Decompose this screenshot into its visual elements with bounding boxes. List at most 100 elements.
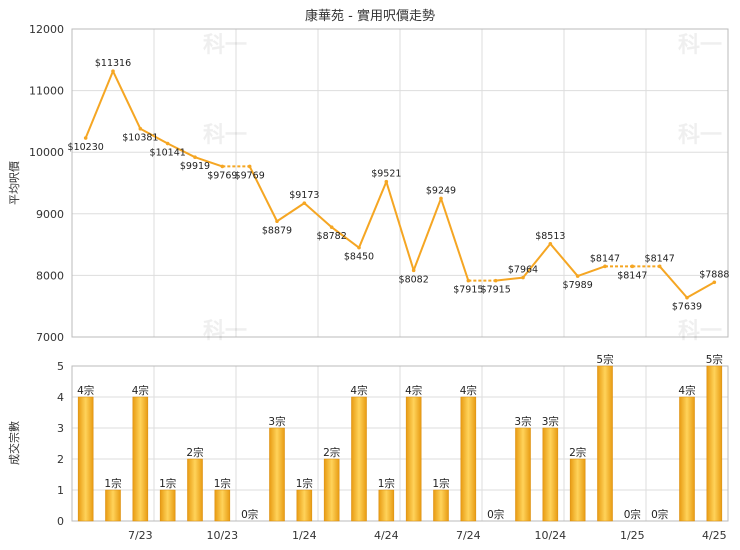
- price-line-segment: [358, 181, 388, 249]
- price-line-segment: [549, 243, 579, 277]
- count-bar: [569, 458, 586, 522]
- count-bar-label: 3宗: [514, 415, 531, 428]
- price-point-label: $9521: [371, 169, 401, 180]
- price-line-segment: [167, 142, 196, 159]
- price-line-segment: [248, 165, 278, 222]
- price-tick-label: 9000: [36, 208, 64, 221]
- count-bar: [515, 427, 531, 522]
- count-bar: [77, 396, 94, 522]
- x-tick-label: 7/24: [456, 529, 481, 542]
- price-plot-frame: [71, 28, 729, 338]
- price-line-segment: [577, 265, 606, 278]
- x-tick-label: 10/24: [534, 529, 566, 542]
- price-point-label: $9173: [289, 190, 319, 201]
- price-point-label: $8782: [317, 231, 347, 242]
- price-line-segment: [440, 198, 470, 281]
- price-point-label: $8450: [344, 252, 374, 263]
- count-bar-label: 2宗: [323, 446, 340, 459]
- x-tick-label: 7/23: [128, 529, 153, 542]
- price-point: [712, 280, 717, 285]
- count-bar: [542, 427, 559, 522]
- count-bar: [323, 458, 340, 522]
- price-line-segment: [412, 198, 442, 271]
- price-point-label: $8082: [399, 274, 429, 285]
- price-point: [521, 275, 525, 280]
- price-line-segment: [112, 70, 142, 130]
- price-point: [193, 155, 197, 159]
- price-point-label: $8513: [535, 231, 565, 242]
- price-line-segment: [139, 127, 169, 145]
- x-tick-label: 4/25: [702, 529, 727, 542]
- price-point-label: $8147: [617, 270, 647, 281]
- count-bars: 4宗 1宗 4宗 1宗 2宗 1宗 0宗 3宗 1宗 2宗 4宗 1宗 4宗 1宗 4宗 0宗 3宗 3宗 2宗 5宗…: [77, 353, 723, 522]
- count-bar-label: 3宗: [268, 415, 285, 428]
- count-bar-label: 4宗: [132, 384, 149, 397]
- price-point: [302, 201, 307, 205]
- price-point: [275, 219, 279, 224]
- price-point: [630, 264, 635, 269]
- price-point-label: $7915: [453, 285, 483, 296]
- price-line-segment: [303, 202, 333, 228]
- price-line-segment: [194, 156, 223, 168]
- price-point-label: $7989: [563, 280, 593, 291]
- price-point: [493, 278, 498, 283]
- x-tick-label: 1/24: [292, 529, 317, 542]
- count-axis-title: 成交宗數: [7, 421, 21, 465]
- price-tick-label: 7000: [36, 331, 64, 344]
- price-point: [111, 69, 115, 73]
- price-point: [83, 136, 88, 140]
- count-bar-label: 1宗: [432, 477, 449, 490]
- count-grid: 0 1 2 3 4 5 7/23 10/23 1/24 4/24 7/24 10/24 1/25 4/25: [57, 360, 729, 542]
- count-tick-label: 4: [57, 391, 64, 404]
- count-tick-label: 2: [57, 453, 64, 466]
- count-bar-label: 5宗: [596, 353, 613, 366]
- count-bar-label: 5宗: [706, 353, 723, 366]
- count-bar-label: 1宗: [104, 477, 121, 490]
- watermark-text: 科一: [203, 33, 247, 58]
- price-point: [548, 241, 553, 246]
- count-bar: [105, 489, 121, 522]
- price-point-label: $8147: [645, 253, 675, 264]
- count-bar: [296, 489, 313, 522]
- count-bar-label: 4宗: [405, 384, 422, 397]
- price-point-label: $9919: [180, 161, 210, 172]
- watermark-text: 科一: [203, 123, 247, 148]
- count-plot-frame: [71, 365, 729, 522]
- count-bar-label: 1宗: [159, 477, 176, 490]
- count-tick-label: 1: [57, 484, 64, 497]
- count-bar: [269, 427, 285, 522]
- count-bar-label: 2宗: [186, 446, 203, 459]
- price-point: [685, 295, 689, 300]
- count-bar-label: 4宗: [678, 384, 695, 397]
- price-tick-label: 10000: [29, 146, 64, 159]
- count-bar-label: 0宗: [651, 508, 668, 521]
- count-bar-label: 1宗: [378, 477, 395, 490]
- price-point-label: $10230: [68, 142, 104, 153]
- price-point: [384, 179, 389, 184]
- count-bar: [159, 489, 176, 522]
- price-point: [220, 164, 225, 169]
- count-tick-label: 3: [57, 422, 64, 435]
- price-point-label: $10141: [150, 148, 186, 159]
- count-bar-label: 2宗: [569, 446, 586, 459]
- watermark-text: 科一: [678, 319, 722, 344]
- price-point: [165, 141, 170, 146]
- price-point-label: $7915: [481, 285, 511, 296]
- price-point: [466, 278, 471, 283]
- count-bar: [378, 489, 395, 522]
- count-bar: [460, 396, 477, 522]
- count-bar: [405, 396, 422, 522]
- count-bar-label: 1宗: [214, 477, 231, 490]
- price-line: $10230$11316$10381$10141$9919$9769$9769$…: [68, 58, 730, 313]
- price-point-label: $8147: [590, 253, 620, 264]
- count-bar: [706, 365, 723, 522]
- price-line-segment: [385, 181, 415, 271]
- count-bar: [433, 489, 449, 522]
- price-point-label: $7888: [699, 269, 729, 280]
- price-line-segment: [522, 243, 552, 279]
- price-grid: 7000 8000 9000 10000 11000 12000: [29, 23, 729, 344]
- count-bar: [214, 489, 231, 522]
- price-point: [575, 274, 580, 278]
- count-tick-label: 0: [57, 515, 64, 528]
